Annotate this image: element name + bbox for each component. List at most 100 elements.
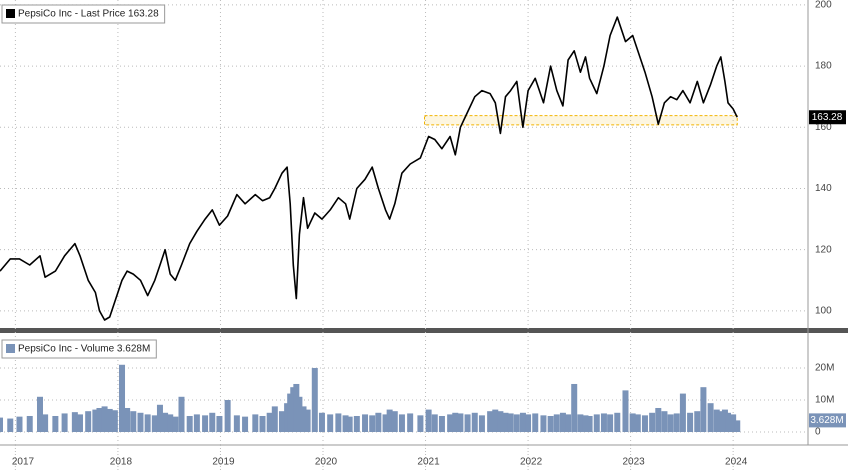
volume-bar [679, 393, 686, 432]
volume-bar [497, 411, 504, 432]
volume-bar [641, 415, 648, 432]
volume-bar [287, 393, 294, 432]
volume-bar [532, 413, 539, 432]
volume-bar [667, 414, 674, 432]
y-tick-label: 120 [815, 244, 832, 255]
volume-bar [391, 411, 398, 432]
y-tick-label: 160 [815, 122, 832, 133]
volume-bar [119, 364, 126, 432]
volume-bar [507, 413, 514, 432]
volume-bar [7, 418, 14, 432]
volume-bar [342, 415, 349, 432]
volume-bar [311, 367, 318, 432]
volume-bar [178, 396, 185, 432]
volume-bar [233, 415, 240, 432]
highlight-band [424, 115, 738, 126]
volume-bar [417, 415, 424, 432]
y-tick-label: 200 [815, 0, 832, 11]
volume-bar [266, 412, 273, 432]
volume-bar [525, 414, 532, 432]
volume-bar [452, 412, 459, 432]
volume-bar [242, 416, 249, 432]
volume-bar [304, 409, 311, 432]
volume-bar [96, 407, 103, 432]
volume-bar [375, 412, 382, 432]
volume-bar [425, 409, 432, 432]
volume-bar [600, 413, 607, 432]
x-tick-label: 2017 [12, 457, 35, 468]
volume-bar [106, 408, 113, 432]
volume-bar [407, 413, 414, 432]
volume-bar [16, 416, 23, 432]
legend-box [1, 339, 157, 359]
volume-bar [464, 414, 471, 432]
volume-bar [186, 415, 193, 432]
volume-bar [431, 414, 438, 432]
volume-bar [721, 409, 728, 432]
x-tick-label: 2022 [520, 457, 543, 468]
volume-bar [167, 414, 174, 432]
volume-bar [61, 413, 68, 432]
volume-bar [156, 404, 163, 432]
volume-bar [634, 414, 641, 432]
volume-bar [386, 409, 393, 432]
volume-bar [193, 414, 200, 432]
last-value-label: 163.28 [812, 112, 843, 123]
volume-bar [52, 415, 59, 432]
volume-bar [202, 415, 209, 432]
volume-bar [318, 412, 325, 432]
volume-bar [284, 403, 291, 432]
volume-bar [471, 412, 478, 432]
volume-bar [571, 383, 578, 432]
volume-bar [513, 414, 520, 432]
y-tick-label: 20M [815, 363, 834, 374]
volume-bar [252, 414, 259, 432]
price-line [0, 16, 738, 321]
volume-bar [707, 403, 714, 432]
volume-bar [290, 387, 297, 432]
volume-bar [687, 412, 694, 432]
volume-bar [673, 413, 680, 432]
volume-bar [438, 415, 445, 432]
volume-bar [130, 411, 137, 432]
y-tick-label: 100 [815, 306, 832, 317]
volume-bar [547, 415, 554, 432]
volume-bar [382, 414, 389, 432]
volume-bar [713, 409, 720, 432]
volume-bar [614, 412, 621, 432]
volume-bar [582, 415, 589, 432]
volume-bar [300, 406, 307, 432]
volume-bar [151, 415, 158, 432]
volume-bar [730, 414, 737, 432]
legend-swatch [6, 9, 15, 18]
volume-bar [36, 396, 43, 432]
volume-bar [540, 415, 547, 432]
volume-bar [457, 413, 464, 432]
x-tick-label: 2024 [725, 457, 748, 468]
volume-bar [26, 415, 33, 432]
volume-bar [629, 413, 636, 432]
x-tick-label: 2020 [315, 457, 338, 468]
volume-bar [85, 411, 92, 432]
volume-bar [271, 406, 278, 432]
volume-bar [71, 412, 78, 432]
volume-bar [362, 414, 369, 432]
volume-bar [124, 407, 131, 432]
volume-bar [42, 414, 49, 432]
volume-bar [101, 406, 108, 432]
volume-bar [717, 411, 724, 432]
volume-bar [734, 420, 741, 432]
volume-bar [565, 414, 572, 432]
volume-bar [327, 414, 334, 432]
volume-bar [92, 409, 99, 432]
y-tick-label: 0 [815, 427, 821, 438]
volume-bar [259, 415, 266, 432]
volume-bar [622, 390, 629, 432]
volume-bar [224, 399, 231, 432]
volume-bar [369, 415, 376, 432]
legend-label: PepsiCo Inc - Volume 3.628M [18, 344, 150, 355]
volume-bar [725, 412, 732, 432]
legend-label: PepsiCo Inc - Last Price 163.28 [18, 9, 159, 20]
volume-bar [398, 414, 405, 432]
